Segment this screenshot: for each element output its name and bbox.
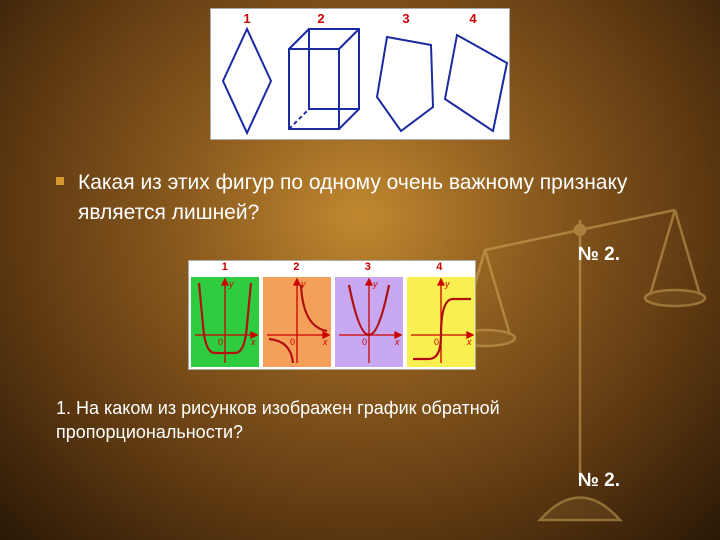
graph-panel-3: y x 0 (333, 275, 405, 369)
axis-y-label: y (372, 279, 378, 289)
shape-cube (289, 29, 359, 129)
figure-label-2: 2 (317, 11, 324, 26)
origin-label: 0 (434, 337, 439, 347)
shape-quad (445, 35, 507, 131)
answer-2-text: № 2. (578, 470, 620, 492)
figure-label-1: 1 (243, 11, 250, 26)
graph-label-3: 3 (332, 261, 404, 275)
graph-panel-1: y x 0 (189, 275, 261, 369)
origin-label: 0 (218, 337, 223, 347)
figure-label-4: 4 (469, 11, 477, 26)
answer-1-text: № 2. (578, 244, 620, 266)
question-1-text: Какая из этих фигур по одному очень важн… (78, 168, 638, 229)
origin-label: 0 (362, 337, 367, 347)
axis-x-label: x (466, 337, 472, 347)
graph-label-4: 4 (404, 261, 476, 275)
graph-label-2: 2 (261, 261, 333, 275)
shape-rhombus (223, 29, 271, 133)
top-figures-panel: 1 2 3 4 (210, 8, 510, 140)
axis-x-label: x (394, 337, 400, 347)
graph-panel-2: y x 0 (261, 275, 333, 369)
graph-panel-4: y x 0 (405, 275, 477, 369)
graph-label-1: 1 (189, 261, 261, 275)
axis-y-label: y (444, 279, 450, 289)
axis-y-label: y (228, 279, 234, 289)
shape-pentagon (377, 37, 433, 131)
axis-x-label: x (250, 337, 256, 347)
figure-label-3: 3 (402, 11, 409, 26)
origin-label: 0 (290, 337, 295, 347)
axis-x-label: x (322, 337, 328, 347)
graph-strip: 1 2 3 4 y x 0 (188, 260, 476, 370)
question-2-text: 1. На каком из рисунков изображен график… (56, 396, 616, 445)
bullet-icon (56, 177, 64, 185)
